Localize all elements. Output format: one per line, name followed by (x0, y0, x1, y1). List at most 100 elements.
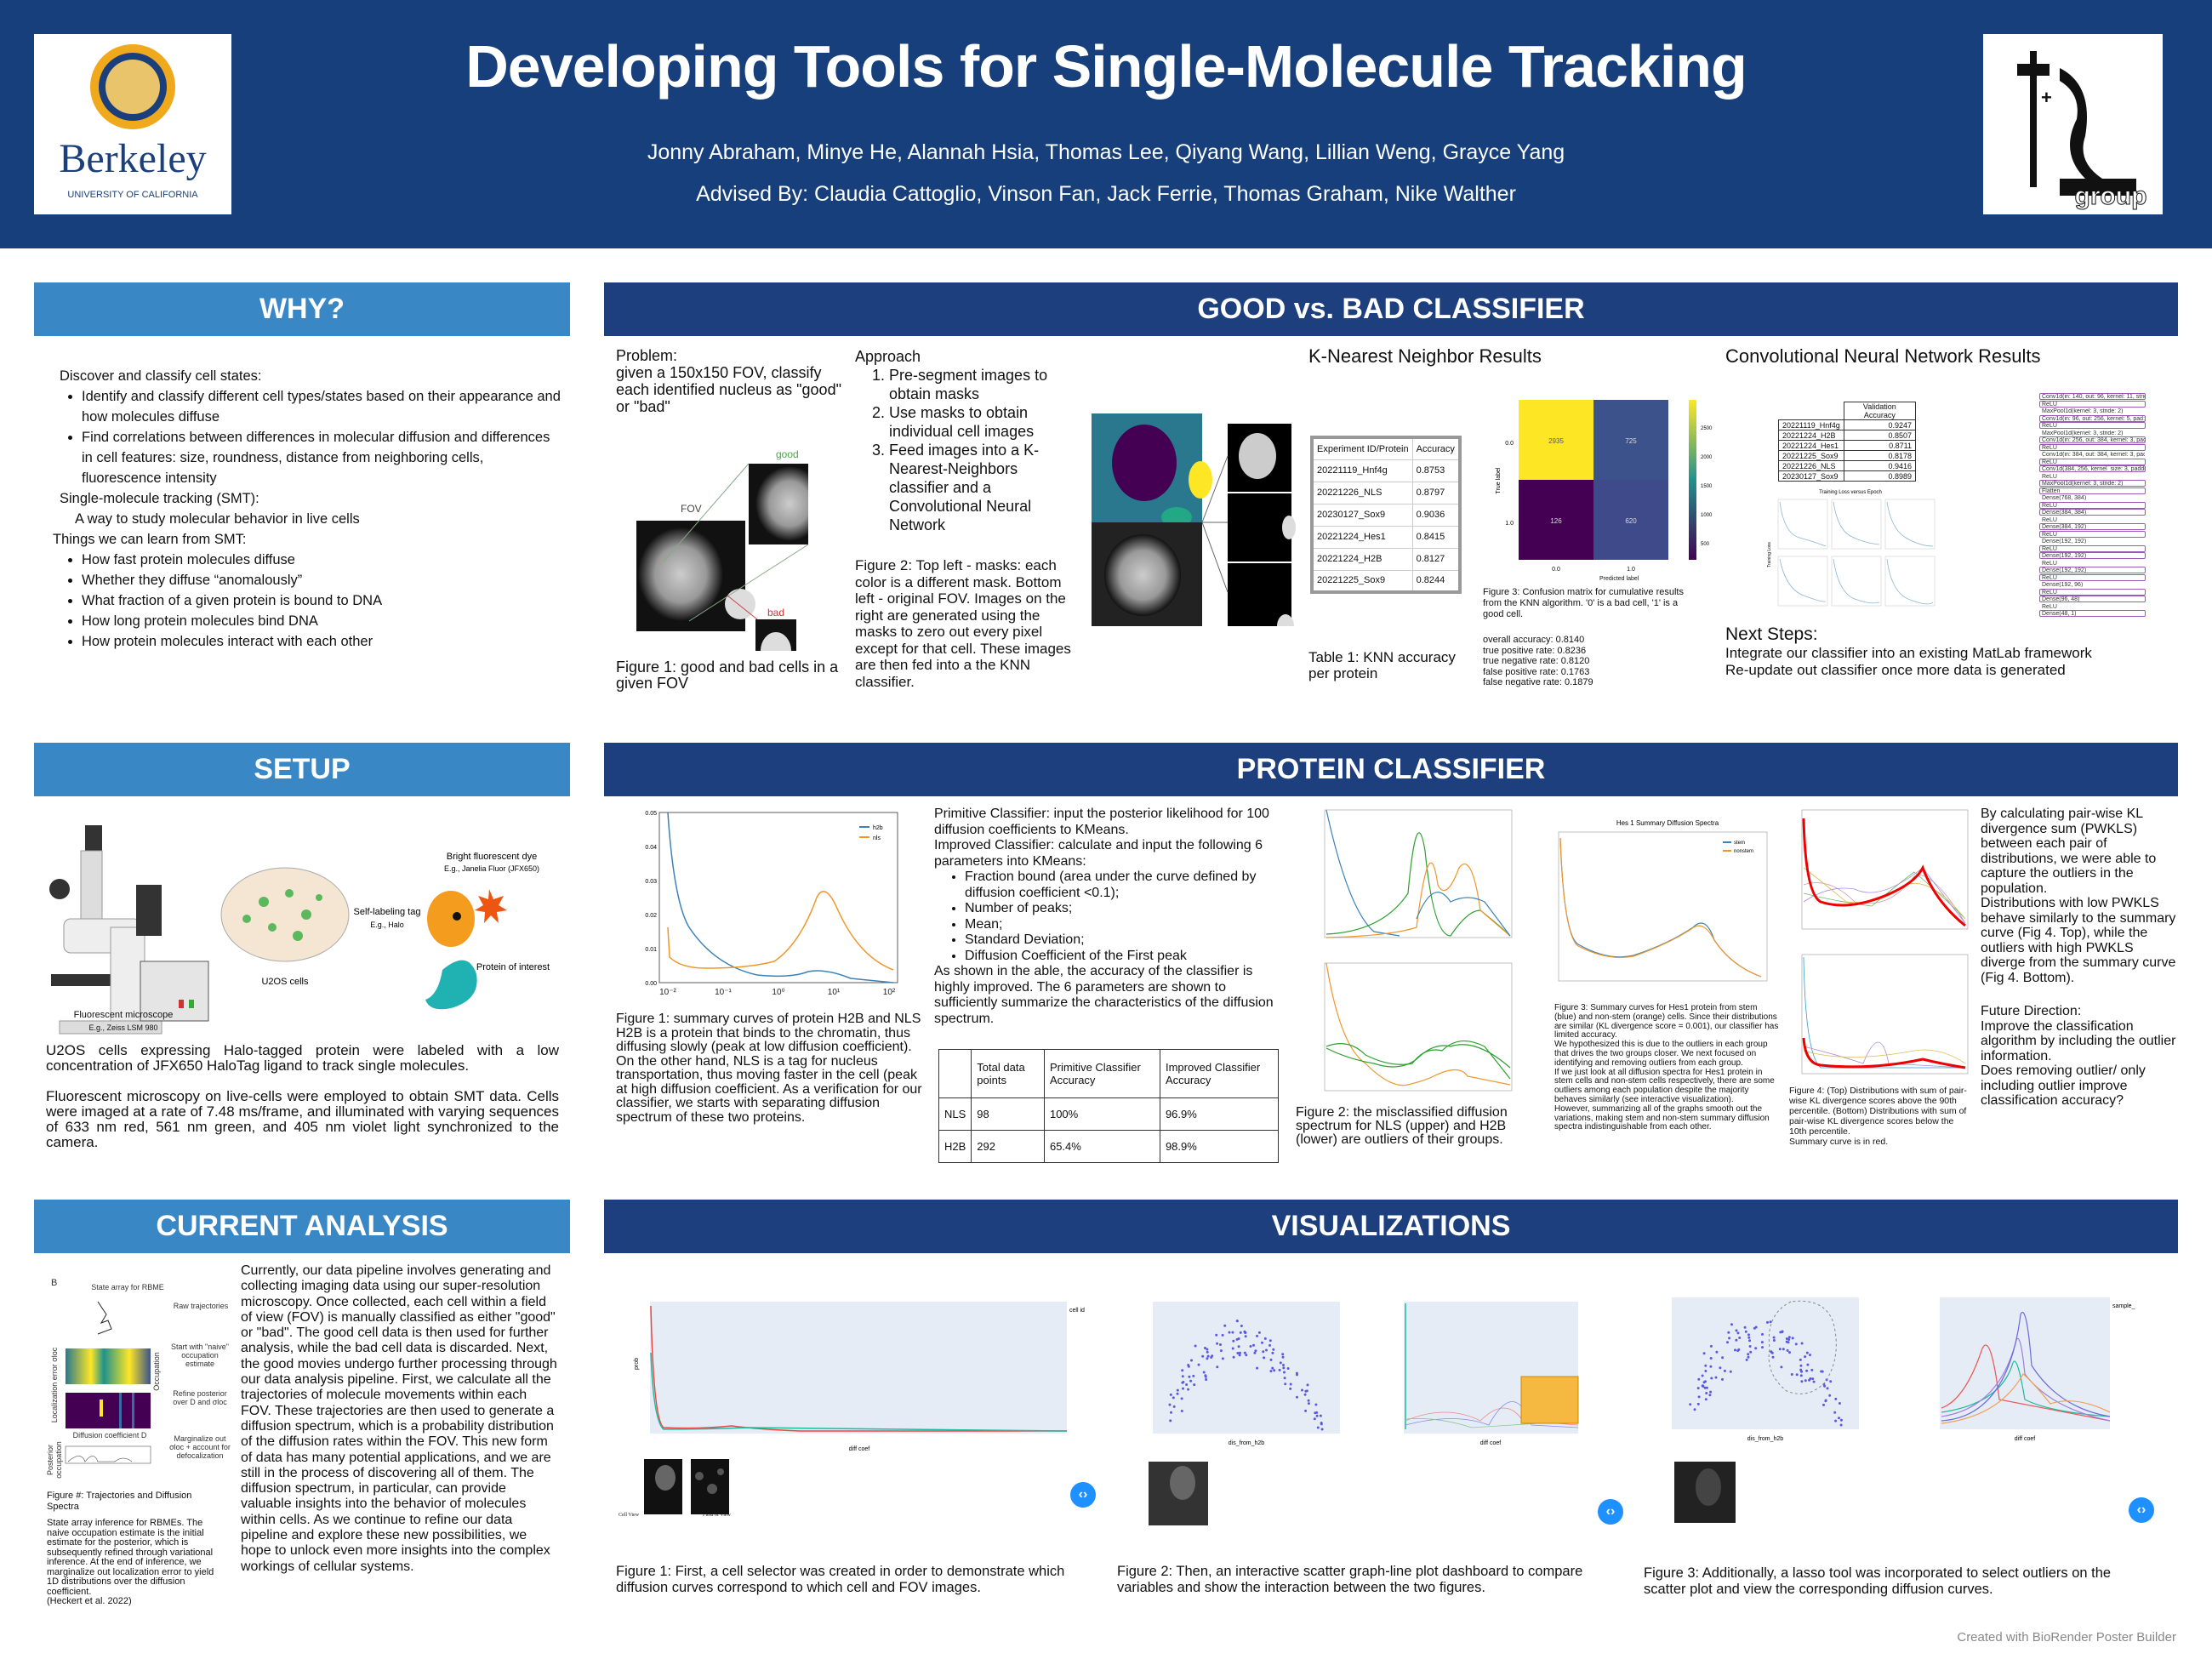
scatter-point[interactable] (1240, 1325, 1243, 1327)
scatter-point[interactable] (1281, 1353, 1285, 1356)
scatter-point[interactable] (1282, 1364, 1285, 1366)
scatter-point[interactable] (1232, 1339, 1235, 1343)
scatter-point[interactable] (1697, 1377, 1701, 1381)
scatter-point[interactable] (1790, 1373, 1793, 1376)
scatter-point[interactable] (1172, 1405, 1176, 1408)
scatter-point[interactable] (1787, 1338, 1791, 1341)
scatter-point[interactable] (1232, 1355, 1235, 1359)
scatter-point[interactable] (1800, 1380, 1804, 1383)
scatter-point[interactable] (1809, 1354, 1811, 1357)
scatter-point[interactable] (1788, 1351, 1791, 1354)
scatter-point[interactable] (1753, 1326, 1756, 1330)
scatter-point[interactable] (1810, 1368, 1814, 1371)
scatter-point[interactable] (1216, 1342, 1219, 1345)
scatter-point[interactable] (1770, 1350, 1773, 1354)
scatter-point[interactable] (1254, 1349, 1257, 1353)
scatter-point[interactable] (1289, 1387, 1292, 1390)
scatter-point[interactable] (1261, 1341, 1263, 1344)
scatter-point[interactable] (1710, 1377, 1713, 1380)
scatter-point[interactable] (1256, 1334, 1258, 1337)
scatter-point[interactable] (1306, 1383, 1309, 1387)
scatter-point[interactable] (1320, 1428, 1324, 1431)
scatter-point[interactable] (1189, 1379, 1193, 1382)
scatter-point[interactable] (1283, 1377, 1286, 1380)
scatter-point[interactable] (1271, 1366, 1274, 1370)
scatter-point[interactable] (1244, 1331, 1247, 1334)
scatter-point[interactable] (1748, 1345, 1752, 1348)
scatter-point[interactable] (1319, 1414, 1322, 1417)
scatter-point[interactable] (1747, 1336, 1751, 1339)
scatter-point[interactable] (1709, 1344, 1713, 1348)
scatter-point[interactable] (1180, 1397, 1183, 1400)
scatter-point[interactable] (1206, 1350, 1209, 1354)
scatter-point[interactable] (1821, 1370, 1824, 1373)
scatter-point[interactable] (1834, 1397, 1838, 1400)
scatter-point[interactable] (1286, 1367, 1290, 1370)
scatter-point[interactable] (1239, 1331, 1242, 1334)
scatter-point[interactable] (1735, 1338, 1738, 1342)
scatter-point[interactable] (1272, 1348, 1275, 1351)
scatter-point[interactable] (1172, 1396, 1175, 1400)
scatter-point[interactable] (1170, 1411, 1172, 1414)
scatter-point[interactable] (1253, 1351, 1257, 1354)
scatter-point[interactable] (1696, 1387, 1700, 1390)
scatter-point[interactable] (1257, 1331, 1261, 1334)
scatter-point[interactable] (1705, 1392, 1708, 1394)
scatter-point[interactable] (1194, 1344, 1197, 1348)
scatter-point[interactable] (1745, 1358, 1748, 1361)
scatter-point[interactable] (1301, 1388, 1303, 1392)
scatter-point[interactable] (1180, 1410, 1183, 1412)
scatter-point[interactable] (1735, 1329, 1738, 1332)
scatter-point[interactable] (1703, 1386, 1707, 1389)
scatter-point[interactable] (1182, 1387, 1184, 1390)
scatter-point[interactable] (1709, 1357, 1713, 1360)
scatter-point[interactable] (1169, 1419, 1172, 1422)
scatter-point[interactable] (1295, 1371, 1298, 1375)
scatter-point[interactable] (1799, 1374, 1803, 1377)
scatter-point[interactable] (1697, 1395, 1701, 1399)
scatter-point[interactable] (1806, 1363, 1810, 1366)
scatter-point[interactable] (1738, 1337, 1742, 1339)
scatter-point[interactable] (1791, 1337, 1794, 1340)
scatter-point[interactable] (1303, 1393, 1307, 1396)
scatter-point[interactable] (1702, 1385, 1705, 1388)
scatter-point[interactable] (1772, 1339, 1776, 1342)
code-brackets-icon[interactable]: ‹› (1070, 1482, 1096, 1508)
scatter-point[interactable] (1828, 1394, 1832, 1397)
scatter-point[interactable] (1202, 1371, 1206, 1374)
scatter-point[interactable] (1839, 1418, 1843, 1422)
viz-fig2-line-plot[interactable]: diff coef (1395, 1302, 1599, 1446)
viz-fig3-line-plot[interactable]: diff coef sample_id (1931, 1297, 2135, 1442)
scatter-point[interactable] (1181, 1369, 1184, 1372)
scatter-point[interactable] (1805, 1351, 1809, 1354)
scatter-point[interactable] (1747, 1333, 1750, 1337)
scatter-point[interactable] (1243, 1351, 1246, 1354)
scatter-point[interactable] (1800, 1342, 1804, 1345)
scatter-point[interactable] (1824, 1399, 1827, 1402)
scatter-point[interactable] (1704, 1398, 1707, 1401)
scatter-point[interactable] (1734, 1348, 1736, 1352)
scatter-point[interactable] (1822, 1403, 1825, 1406)
scatter-point[interactable] (1794, 1343, 1798, 1346)
scatter-point[interactable] (1263, 1356, 1266, 1360)
scatter-point[interactable] (1236, 1352, 1240, 1354)
scatter-point[interactable] (1265, 1348, 1268, 1352)
scatter-point[interactable] (1804, 1379, 1807, 1382)
scatter-point[interactable] (1268, 1339, 1272, 1343)
scatter-point[interactable] (1168, 1403, 1172, 1406)
scatter-point[interactable] (1754, 1347, 1758, 1350)
scatter-point[interactable] (1760, 1341, 1764, 1344)
scatter-point[interactable] (1206, 1354, 1210, 1358)
scatter-point[interactable] (1269, 1358, 1273, 1361)
scatter-point[interactable] (1779, 1331, 1782, 1334)
scatter-point[interactable] (1838, 1417, 1840, 1420)
scatter-point[interactable] (1829, 1380, 1833, 1383)
scatter-point[interactable] (1263, 1337, 1267, 1340)
scatter-point[interactable] (1723, 1369, 1726, 1372)
scatter-point[interactable] (1304, 1409, 1308, 1412)
scatter-point[interactable] (1769, 1320, 1772, 1324)
scatter-point[interactable] (1766, 1320, 1769, 1324)
scatter-point[interactable] (1249, 1345, 1252, 1348)
scatter-point[interactable] (1181, 1375, 1184, 1378)
scatter-point[interactable] (1197, 1363, 1200, 1366)
